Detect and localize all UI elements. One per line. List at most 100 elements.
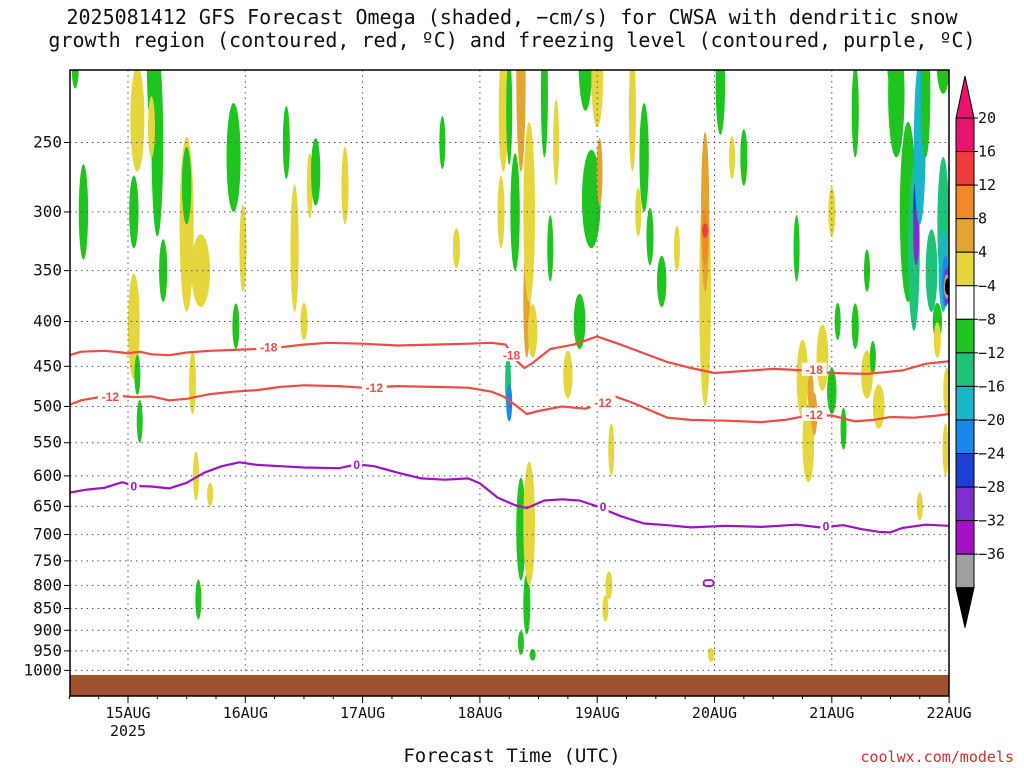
colorbar-label: 8	[978, 210, 987, 228]
colorbar: 20 16 12 8 4 −4 −8 −12 −16 −20 −24 −28 −32 −36	[955, 75, 1005, 628]
omega-shading-blob	[887, 70, 894, 86]
x-axis: 15AUG 16AUG 17AUG 18AUG 19AUG 20AUG 21AUG 22AUG…	[68, 696, 972, 740]
omega-shading-blob	[134, 354, 141, 395]
omega-shading-blob	[563, 350, 573, 399]
omega-shading-blob	[851, 70, 859, 158]
colorbar-label: 4	[978, 243, 987, 261]
credit-link[interactable]: coolwx.com/models	[860, 748, 1014, 766]
omega-shading-blob	[596, 138, 603, 206]
omega-shading-blob	[517, 630, 524, 655]
omega-shading-blob	[527, 303, 538, 358]
contour-label: -18	[806, 363, 824, 377]
omega-shading-blob	[282, 106, 290, 179]
omega-shading-blob	[628, 70, 636, 172]
y-tick-label: 500	[33, 396, 62, 415]
omega-shading-blob	[516, 477, 526, 581]
colorbar-label: −28	[978, 478, 1005, 496]
omega-shading-blob	[516, 70, 526, 172]
contour-label-bg	[597, 499, 609, 513]
omega-shading-blob	[793, 215, 800, 282]
colorbar-swatch	[955, 453, 975, 488]
contour-label-bg	[801, 407, 827, 421]
contour-line--18	[70, 335, 949, 375]
omega-shading-blob	[920, 70, 931, 158]
y-tick-label: 650	[33, 496, 62, 515]
colorbar-label: −36	[978, 545, 1005, 563]
colorbar-swatch	[955, 218, 975, 253]
omega-shading-blob	[888, 70, 905, 158]
contour-label: 0	[353, 458, 360, 472]
contour-label: 0	[131, 479, 138, 493]
omega-shading-blob	[605, 571, 613, 600]
omega-shading-blob	[943, 367, 949, 414]
y-tick-label: 900	[33, 620, 62, 639]
omega-shading-blob	[341, 146, 349, 225]
contour-label-bg	[256, 340, 282, 354]
omega-shading-blob	[573, 293, 586, 350]
x-tick-label: 21AUG	[809, 704, 854, 722]
x-axis-title: Forecast Time (UTC)	[403, 745, 621, 767]
colorbar-label: −8	[978, 310, 996, 328]
omega-shading-blob	[702, 223, 709, 238]
omega-shading-blob	[840, 407, 847, 450]
colorbar-swatch	[955, 251, 975, 287]
colorbar-swatch	[955, 151, 975, 186]
omega-shading-blob	[729, 136, 736, 179]
omega-shading-blob	[707, 647, 714, 662]
terrain-layer	[70, 674, 949, 696]
terrain-fill	[70, 674, 949, 696]
omega-shading-blob	[498, 70, 509, 172]
freezing-level-closed-contour	[702, 579, 715, 587]
omega-shading-blob	[188, 351, 197, 414]
omega-shading-blob	[226, 102, 241, 212]
x-tick-label: 17AUG	[340, 704, 385, 722]
contour-label: 0	[823, 519, 830, 533]
y-tick-label: 350	[33, 261, 62, 280]
colorbar-swatch	[955, 184, 975, 220]
contour-label-bg	[801, 362, 827, 376]
omega-shading-blob	[553, 99, 560, 186]
omega-shading-blob	[193, 451, 200, 501]
colorbar-swatch	[955, 318, 975, 354]
omega-shading-layer	[71, 70, 949, 662]
y-tick-label: 450	[33, 356, 62, 375]
omega-shading-blob	[944, 278, 949, 295]
y-tick-label: 300	[33, 202, 62, 221]
omega-shading-blob	[851, 303, 859, 350]
omega-shading-blob	[529, 648, 536, 661]
chart-title-line1: 2025081412 GFS Forecast Omega (shaded, −…	[66, 5, 958, 29]
colorbar-label: 12	[978, 176, 996, 194]
x-tick-label: 19AUG	[575, 704, 620, 722]
omega-shading-blob	[523, 573, 531, 635]
omega-shading-blob	[71, 70, 79, 89]
omega-shading-blob	[207, 482, 214, 507]
colorbar-swatch	[955, 117, 975, 153]
omega-shading-blob	[510, 153, 520, 271]
omega-shading-blob	[646, 207, 654, 266]
colorbar-swatch	[955, 553, 975, 589]
colorbar-swatch	[955, 285, 975, 320]
y-tick-label: 600	[33, 466, 62, 485]
contour-layer: -18 -18 -18 -12 -12 -12 -12 0 0 0 0	[70, 335, 949, 587]
omega-shading-blob	[635, 187, 642, 237]
contour-label-bg	[97, 389, 123, 403]
omega-shading-blob	[863, 249, 870, 292]
colorbar-label: −20	[978, 411, 1005, 429]
omega-shading-blob	[827, 367, 837, 414]
colorbar-label: −16	[978, 377, 1005, 395]
colorbar-swatch	[955, 520, 975, 555]
omega-shading-blob	[523, 461, 536, 586]
x-tick-label: 20AUG	[692, 704, 737, 722]
omega-shading-blob	[834, 302, 841, 341]
contour-label: -12	[594, 396, 612, 410]
chart-title: 2025081412 GFS Forecast Omega (shaded, −…	[0, 6, 1024, 52]
omega-shading-blob	[540, 70, 548, 158]
colorbar-swatch	[955, 419, 975, 455]
omega-shading-blob	[439, 116, 446, 169]
contour-label-bg	[499, 348, 525, 362]
y-tick-label: 550	[33, 433, 62, 452]
omega-shading-blob	[310, 138, 321, 206]
omega-shading-blob	[933, 322, 941, 358]
y-axis: 250 300 350 400 450 500 550 600 650 700 750 800 850 9…	[23, 133, 70, 679]
colorbar-label: −32	[978, 512, 1005, 530]
